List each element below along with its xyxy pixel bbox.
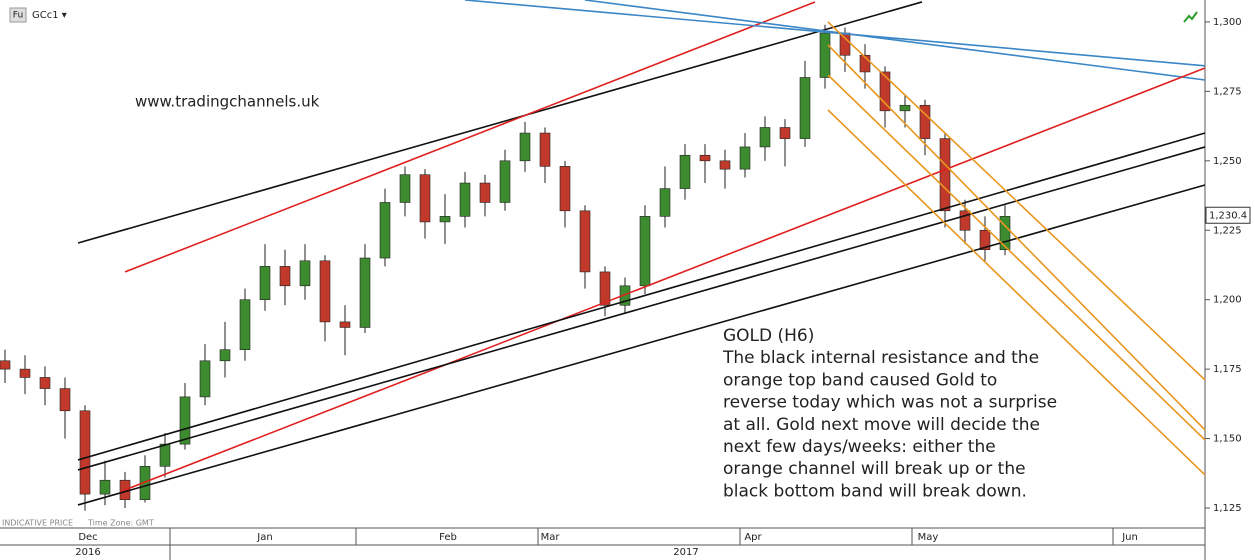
candle-body <box>19 368 31 378</box>
trendline <box>119 67 1206 493</box>
candle-body <box>779 127 791 139</box>
trendline <box>827 74 1206 441</box>
candle-body <box>259 266 271 300</box>
candle-body <box>279 266 291 287</box>
x-tick-label: Dec <box>78 532 97 543</box>
candle-body <box>499 160 511 203</box>
candle-body <box>579 210 591 273</box>
trendline <box>827 21 1206 381</box>
annotation-line: GOLD (H6) <box>723 326 814 346</box>
annotation-line: orange top band caused Gold to <box>723 370 997 390</box>
candle-body <box>899 104 911 112</box>
candle-body <box>699 154 711 162</box>
y-tick-label: 1,200 <box>1213 295 1242 306</box>
x-tick-label: Jun <box>1121 532 1138 543</box>
trendline <box>584 0 1206 81</box>
y-tick-label: 1,250 <box>1213 156 1242 167</box>
candle-body <box>919 104 931 139</box>
candle-body <box>799 77 811 139</box>
x-tick-label: May <box>918 532 939 543</box>
candle-body <box>99 479 111 495</box>
candle-body <box>359 257 371 328</box>
footer-note: INDICATIVE PRICE <box>2 519 73 528</box>
candle-body <box>839 32 851 56</box>
symbol-badge: Fu <box>13 11 23 21</box>
y-tick-label: 1,150 <box>1213 434 1242 445</box>
trendline <box>827 44 1206 431</box>
candle-body <box>679 154 691 189</box>
candle-body <box>759 127 771 148</box>
annotation-line: reverse today which was not a surprise <box>723 393 1057 413</box>
candle-body <box>559 166 571 212</box>
candle-body <box>519 132 531 162</box>
candle-body <box>639 216 651 287</box>
annotation-line: next few days/weeks: either the <box>723 437 996 457</box>
candle-body <box>859 54 871 73</box>
candle-body <box>959 210 971 231</box>
annotation-line: The black internal resistance and the <box>722 348 1039 368</box>
last-price-label: 1,230.4 <box>1209 210 1247 221</box>
candle-body <box>479 182 491 203</box>
watermark: www.tradingchannels.uk <box>135 93 320 111</box>
candle-body <box>619 285 631 306</box>
trendline <box>124 1 816 273</box>
candle-body <box>939 138 951 212</box>
y-tick-label: 1,225 <box>1213 225 1242 236</box>
year-label: 2016 <box>75 547 100 558</box>
candle-body <box>979 229 991 250</box>
candle-body <box>79 410 91 495</box>
year-label: 2017 <box>673 547 698 558</box>
candle-body <box>179 396 191 445</box>
candle-body <box>719 160 731 170</box>
y-tick-label: 1,125 <box>1213 503 1242 514</box>
x-tick-label: Jan <box>256 532 272 543</box>
candle-body <box>0 360 11 370</box>
y-tick-label: 1,300 <box>1213 17 1242 28</box>
annotation-line: at all. Gold next move will decide the <box>723 415 1040 435</box>
candle-body <box>39 377 51 389</box>
annotation-line: orange channel will break up or the <box>723 459 1026 479</box>
x-tick-label: Mar <box>541 532 561 543</box>
candle-body <box>59 388 71 412</box>
trendline <box>827 109 1206 476</box>
y-tick-label: 1,275 <box>1213 86 1242 97</box>
y-tick-label: 1,175 <box>1213 364 1242 375</box>
candle-body <box>299 260 311 287</box>
candle-body <box>599 271 611 306</box>
timezone-note: Time Zone: GMT <box>87 519 154 528</box>
candle-body <box>239 299 251 350</box>
candle-body <box>139 466 151 500</box>
trendline <box>77 1 923 244</box>
candle-body <box>999 216 1011 250</box>
x-tick-label: Feb <box>439 532 457 543</box>
candle-body <box>879 71 891 112</box>
last-price-box <box>1205 206 1251 224</box>
symbol-badge-box <box>9 7 27 23</box>
candle-body <box>159 443 171 467</box>
candle-body <box>399 174 411 203</box>
annotation-line: black bottom band will break down. <box>723 481 1027 501</box>
candle-body <box>319 260 331 323</box>
candle-body <box>379 202 391 259</box>
candle-body <box>819 32 831 78</box>
candle-body <box>659 188 671 217</box>
symbol[interactable]: GCc1 ▾ <box>32 10 67 21</box>
candle-body <box>739 146 751 170</box>
candle-body <box>339 321 351 328</box>
candle-body <box>199 360 211 398</box>
candle-body <box>539 132 551 167</box>
candle-body <box>219 349 231 362</box>
trendline <box>77 132 1206 461</box>
candle-body <box>439 216 451 223</box>
x-tick-label: Apr <box>744 532 762 543</box>
candle-body <box>419 174 431 223</box>
candle-body <box>459 182 471 217</box>
status-icon <box>1183 11 1198 23</box>
